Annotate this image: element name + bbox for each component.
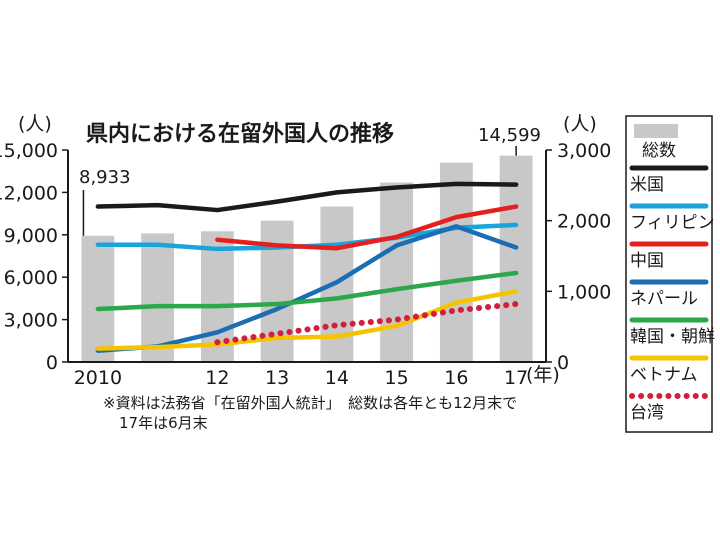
right-tick-label: 1,000 xyxy=(557,281,611,303)
source-note-line1: ※資料は法務省「在留外国人統計」 総数は各年とも12月末で xyxy=(103,394,517,412)
series-lines xyxy=(95,181,520,353)
x-tick-label: 13 xyxy=(265,367,289,389)
left-tick-label: 15,000 xyxy=(0,140,58,162)
series-line-中国 xyxy=(215,204,519,251)
bar-total-2010 xyxy=(81,235,115,362)
legend-label: ベトナム xyxy=(630,365,698,385)
x-tick-label: 15 xyxy=(385,367,409,389)
bar-total-15 xyxy=(380,182,414,362)
left-tick-label: 0 xyxy=(46,352,58,374)
x-tick-label: 17 xyxy=(504,367,528,389)
bar-total-16 xyxy=(439,162,473,362)
source-note-line2: 17年は6月末 xyxy=(119,414,208,432)
x-tick-label: 12 xyxy=(205,367,229,389)
legend-label: 韓国・朝鮮 xyxy=(630,327,715,347)
left-axis-unit: (人) xyxy=(18,113,52,135)
left-tick-labels: 0 3,000 6,000 9,000 12,000 15,000 xyxy=(0,140,68,374)
legend-label: ネパール xyxy=(630,289,698,309)
legend-label: 台湾 xyxy=(630,403,664,423)
series-line-ベトナム xyxy=(95,289,519,351)
left-tick-label: 9,000 xyxy=(4,225,58,247)
bar-total-11 xyxy=(141,233,175,362)
series-line-米国 xyxy=(95,181,519,213)
legend-label: 総数 xyxy=(642,141,676,161)
x-tick-label: 16 xyxy=(444,367,468,389)
bar-total-17 xyxy=(499,155,533,362)
chart-title: 県内における在留外国人の推移 xyxy=(86,121,394,147)
right-tick-labels: 0 1,000 2,000 3,000 xyxy=(546,140,611,374)
right-axis-unit: (人) xyxy=(563,113,597,135)
legend-label: 米国 xyxy=(630,175,664,195)
right-tick-label: 3,000 xyxy=(557,140,611,162)
legend-label: フィリピン xyxy=(630,213,715,233)
x-axis-unit: (年) xyxy=(526,364,560,386)
left-tick-label: 6,000 xyxy=(4,267,58,289)
legend-label: 中国 xyxy=(630,251,664,271)
x-tick-labels: 2010 12 13 14 15 16 17 xyxy=(74,367,529,389)
right-tick-label: 2,000 xyxy=(557,211,611,233)
x-tick-label: 2010 xyxy=(74,367,122,389)
right-tick-label: 0 xyxy=(557,352,569,374)
left-tick-label: 3,000 xyxy=(4,310,58,332)
left-tick-label: 12,000 xyxy=(0,182,58,204)
axes xyxy=(67,150,547,363)
legend-swatch xyxy=(634,124,678,138)
series-line-ネパール xyxy=(95,224,519,353)
series-line-韓国・朝鮮 xyxy=(95,270,519,312)
x-tick-label: 14 xyxy=(325,367,349,389)
first-total-annotation: 8,933 xyxy=(79,167,131,188)
last-total-annotation: 14,599 xyxy=(478,125,541,146)
